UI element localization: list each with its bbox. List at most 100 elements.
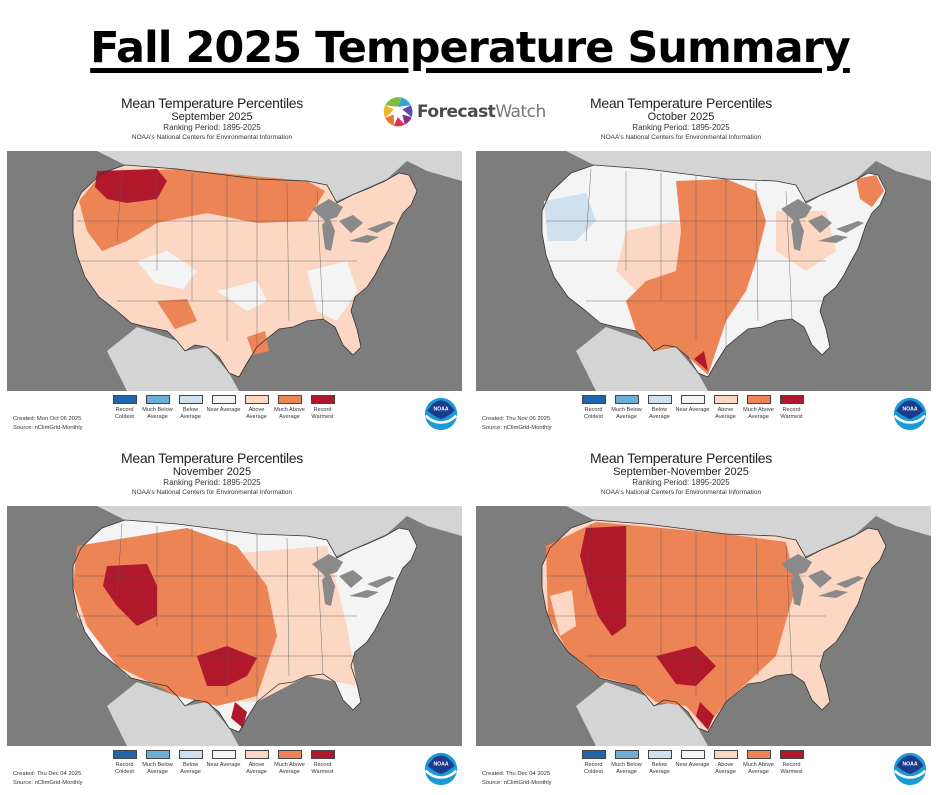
legend-swatch [614, 395, 639, 404]
legend-item: Above Average [244, 395, 269, 421]
legend-label: Record Warmest [311, 762, 334, 775]
legend-label: Near Average [206, 762, 241, 768]
panel-ranking: Ranking Period: 1895-2025 [632, 478, 730, 487]
us-map-svg [72, 506, 462, 746]
legend-swatch [779, 750, 804, 759]
us-map-svg [72, 151, 462, 391]
page-title: Fall 2025 Temperature Summary [90, 23, 851, 73]
legend-item: Much Below Average [142, 395, 173, 421]
panel-source-org: NOAA's National Centers for Environmenta… [600, 489, 762, 496]
region-record-warmest [694, 351, 708, 371]
panel-september: Mean Temperature Percentiles September 20… [7, 95, 469, 440]
legend-swatch [746, 750, 771, 759]
created-date: Created: Thu Dec 04 2025 [13, 771, 82, 777]
created-info: Created: Thu Nov 06 2025 Source: nClimGri… [482, 415, 552, 433]
created-date: Created: Mon Oct 06 2025 [13, 416, 82, 422]
state-borders [546, 168, 826, 347]
legend-swatch [713, 395, 738, 404]
panel-heading: Mean Temperature Percentiles [590, 450, 772, 466]
legend-label: Record Coldest [115, 762, 134, 775]
region-much-above-average [626, 175, 884, 375]
legend-label: Record Warmest [780, 407, 803, 420]
created-date: Created: Thu Dec 04 2025 [482, 771, 551, 777]
mexico-land [576, 682, 708, 746]
region-above-average [550, 590, 576, 636]
temperature-percentile-map [7, 151, 462, 391]
region-record-warmest [95, 169, 167, 203]
created-date: Created: Thu Nov 06 2025 [482, 416, 551, 422]
legend-swatch [680, 750, 705, 759]
legend-label: Near Average [675, 762, 710, 768]
legend-swatch [244, 395, 269, 404]
svg-text:NOAA: NOAA [903, 407, 918, 413]
svg-text:NOAA: NOAA [434, 407, 449, 413]
state-borders [546, 523, 826, 702]
noaa-logo-icon: NOAA [424, 397, 458, 431]
us-outline [72, 164, 418, 378]
legend-label: Record Coldest [584, 407, 603, 420]
legend-swatch [145, 750, 170, 759]
legend-item: Below Average [647, 395, 672, 421]
mexico-land [576, 327, 708, 391]
legend-swatch [647, 750, 672, 759]
panel-header: Mean Temperature Percentiles September-No… [536, 450, 826, 497]
noaa-logo-icon: NOAA [424, 752, 458, 786]
legend-label: Above Average [246, 407, 267, 420]
legend-item: Above Average [713, 395, 738, 421]
legend-label: Record Coldest [115, 407, 134, 420]
panel-heading: Mean Temperature Percentiles [121, 450, 303, 466]
legend-label: Above Average [246, 762, 267, 775]
legend-label: Much Above Average [743, 762, 774, 775]
great-lakes [312, 554, 395, 606]
data-source: Source: nClimGrid-Monthly [13, 425, 83, 431]
legend-item: Near Average [675, 750, 710, 776]
legend-label: Much Above Average [274, 407, 305, 420]
forecastwatch-wordmark: ForecastWatch [417, 102, 546, 122]
legend-item: Record Coldest [581, 750, 606, 776]
legend-swatch [211, 750, 236, 759]
us-map-svg [541, 506, 931, 746]
legend-label: Above Average [715, 762, 736, 775]
created-info: Created: Thu Dec 04 2025 Source: nClimGri… [13, 770, 83, 788]
legend-item: Much Above Average [743, 395, 774, 421]
region-record-warmest [103, 564, 257, 728]
region-much-above-average [157, 299, 269, 355]
legend-item: Record Warmest [779, 395, 804, 421]
panel-october: Mean Temperature Percentiles October 2025… [476, 95, 938, 440]
legend-item: Much Above Average [743, 750, 774, 776]
legend: Record Coldest Much Below Average Below Av… [581, 750, 804, 776]
legend-item: Record Coldest [112, 750, 137, 776]
panel-header: Mean Temperature Percentiles November 202… [67, 450, 357, 497]
legend-item: Much Above Average [274, 750, 305, 776]
legend-item: Below Average [647, 750, 672, 776]
legend-label: Much Below Average [611, 407, 642, 420]
legend-swatch [145, 395, 170, 404]
data-source: Source: nClimGrid-Monthly [482, 425, 552, 431]
legend-item: Below Average [178, 395, 203, 421]
legend-swatch [746, 395, 771, 404]
panel-source-org: NOAA's National Centers for Environmenta… [600, 134, 762, 141]
mexico-land [107, 682, 239, 746]
svg-text:NOAA: NOAA [434, 762, 449, 768]
legend-swatch [310, 395, 335, 404]
state-borders [77, 523, 357, 702]
mexico-land [107, 327, 239, 391]
panel-period: November 2025 [172, 466, 252, 478]
legend-label: Record Warmest [780, 762, 803, 775]
canada-land [97, 506, 462, 556]
legend-swatch [211, 395, 236, 404]
legend-label: Record Warmest [311, 407, 334, 420]
legend-label: Above Average [715, 407, 736, 420]
panel-ranking: Ranking Period: 1895-2025 [163, 478, 261, 487]
region-record-warmest [580, 526, 716, 730]
legend-item: Above Average [244, 750, 269, 776]
legend-item: Much Below Average [142, 750, 173, 776]
legend-label: Much Below Average [142, 762, 173, 775]
panel-ranking: Ranking Period: 1895-2025 [632, 123, 730, 132]
data-source: Source: nClimGrid-Monthly [482, 780, 552, 786]
legend-item: Much Below Average [611, 750, 642, 776]
panel-period: October 2025 [647, 111, 715, 123]
legend-swatch [277, 395, 302, 404]
panel-november: Mean Temperature Percentiles November 202… [7, 450, 469, 795]
legend-swatch [178, 750, 203, 759]
